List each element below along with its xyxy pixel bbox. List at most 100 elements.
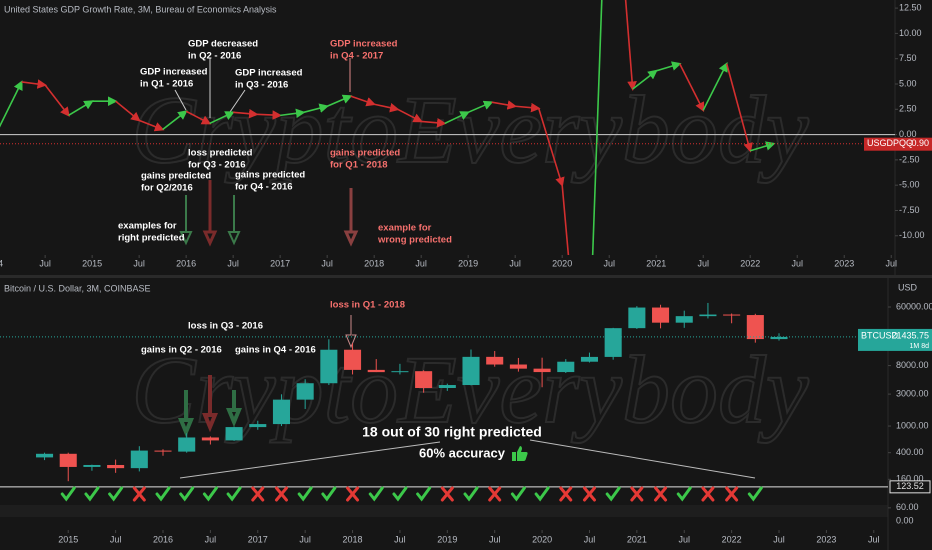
check-icon — [108, 486, 124, 502]
x-tick-label: Jul — [133, 258, 145, 268]
y-tick-label: 2.50 — [899, 104, 917, 114]
chart-title: Bitcoin / U.S. Dollar, 3M, COINBASE — [4, 283, 151, 293]
line-segment — [467, 100, 494, 114]
candle-body — [509, 364, 527, 369]
annotation: in Q2 - 2016 — [188, 51, 241, 62]
x-tick-label: 2023 — [834, 258, 854, 268]
candle-body — [36, 453, 54, 458]
x-tick-label: Jul — [791, 258, 803, 268]
line-segment — [421, 118, 447, 128]
line-segment — [280, 108, 306, 119]
x-tick-label: Jul — [110, 534, 122, 544]
y-tick-label: 160.00 — [896, 474, 924, 484]
candle-body — [154, 450, 172, 452]
x-tick-label: Jul — [697, 258, 709, 268]
summary: 60% accuracy — [419, 445, 506, 460]
annotation: examples for — [118, 221, 177, 232]
candle-body — [320, 349, 338, 384]
check-icon — [297, 486, 313, 502]
candle-body — [130, 450, 148, 469]
x-tick-label: Jul — [394, 534, 406, 544]
x-tick-label: Jul — [584, 534, 596, 544]
last-value-box — [864, 137, 932, 151]
candle-body — [391, 371, 409, 373]
annotation: wrong predicted — [377, 235, 452, 246]
x-tick-label: Jul — [868, 534, 880, 544]
y-tick-label: 12.50 — [899, 2, 922, 12]
cross-icon — [725, 486, 739, 502]
candle-body — [723, 314, 741, 316]
band — [0, 505, 888, 517]
annotation: gains in Q4 - 2016 — [235, 345, 316, 356]
candle-body — [533, 368, 551, 373]
line-segment — [749, 141, 776, 152]
annotation: example for — [378, 223, 432, 234]
last-value-label: -0.90 — [908, 138, 929, 148]
line-segment — [233, 108, 259, 119]
candle-body — [107, 464, 125, 469]
annotation: gains predicted — [330, 148, 400, 159]
check-icon — [676, 486, 692, 502]
line-segment — [44, 84, 70, 117]
line-segment — [491, 100, 518, 110]
candle-body — [486, 356, 504, 365]
line-segment — [185, 110, 212, 125]
x-tick-label: 2016 — [153, 534, 173, 544]
y-tick-label: -10.00 — [899, 230, 925, 240]
line-segment — [678, 63, 705, 113]
price-line-box — [889, 480, 931, 494]
y-tick-label: 60.00 — [896, 502, 919, 512]
pane-separator — [0, 275, 932, 278]
annotation: in Q1 - 2016 — [140, 79, 193, 90]
y-tick-label: 7.50 — [899, 53, 917, 63]
symbol-label: BTCUSD — [861, 330, 899, 340]
annotation: right predicted — [118, 233, 185, 244]
line-segment — [561, 185, 570, 255]
candle-body — [344, 349, 362, 370]
candle-body — [628, 307, 646, 329]
annotation: for Q1 - 2018 — [330, 160, 388, 171]
line-segment — [515, 102, 541, 113]
annotation: loss in Q1 - 2018 — [330, 300, 405, 311]
check-icon — [321, 486, 337, 502]
candle-body — [249, 424, 267, 428]
watermark: CryptoEverybody — [131, 76, 809, 183]
candle-body — [675, 316, 693, 323]
axis-unit: USD — [898, 282, 918, 292]
candle-body — [415, 371, 433, 389]
line-segment — [397, 108, 423, 123]
line-segment — [115, 100, 141, 122]
last-price-label: 21435.75 — [891, 330, 929, 340]
candle-body — [83, 464, 101, 467]
cross-icon — [701, 486, 715, 502]
x-tick-label: 14 — [0, 258, 3, 268]
candle-body — [699, 314, 717, 317]
last-price-box — [858, 328, 932, 351]
line-segment — [138, 119, 165, 132]
plot-area — [36, 302, 788, 482]
y-tick-label: 3000.00 — [896, 388, 929, 398]
candle-body — [296, 383, 314, 400]
y-tick-label: 1000.00 — [896, 420, 929, 430]
x-tick-label: 2020 — [552, 258, 572, 268]
line-segment — [624, 0, 637, 91]
annotation: gains predicted — [235, 170, 305, 181]
cross-icon — [654, 486, 668, 502]
x-tick-label: Jul — [489, 534, 501, 544]
x-tick-label: 2016 — [176, 258, 196, 268]
watermark: CryptoEverybody — [131, 336, 809, 443]
chart-title: United States GDP Growth Rate, 3M, Burea… — [4, 4, 277, 14]
check-icon — [747, 486, 763, 502]
check-icon — [368, 486, 384, 502]
annotation: gains predicted — [141, 171, 211, 182]
y-tick-label: -2.50 — [899, 154, 920, 164]
x-tick-label: 2018 — [364, 258, 384, 268]
line-segment — [68, 100, 94, 117]
annotation: gains in Q2 - 2016 — [141, 345, 222, 356]
candle-body — [59, 453, 77, 467]
x-tick-label: 2017 — [270, 258, 290, 268]
x-tick-label: 2020 — [532, 534, 552, 544]
line-segment — [374, 102, 400, 113]
line-segment — [444, 111, 470, 125]
